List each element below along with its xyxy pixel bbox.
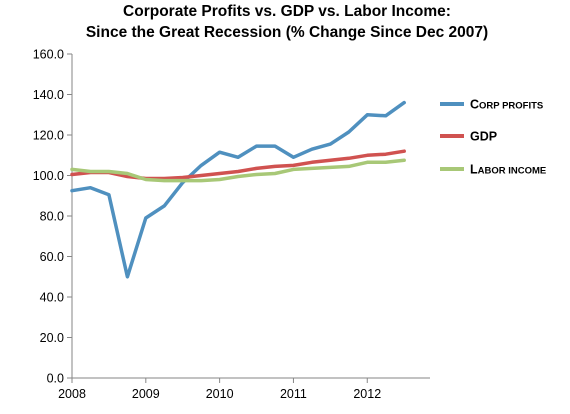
x-tick-label: 2010 xyxy=(206,387,234,401)
x-tick-label: 2012 xyxy=(353,387,381,401)
legend-label-rest: ABOR INCOME xyxy=(478,166,547,177)
series-line-0 xyxy=(70,100,406,279)
series-line-2 xyxy=(70,158,406,183)
axes xyxy=(71,54,430,379)
y-tick-label: 20.0 xyxy=(40,331,64,345)
y-tick-label: 60.0 xyxy=(40,250,64,264)
x-tick-label: 2009 xyxy=(132,387,160,401)
legend-label-lead: GDP xyxy=(470,130,497,144)
y-tick-label: 160.0 xyxy=(33,48,64,62)
x-ticks: 2008 2009 2010 2011 2012 xyxy=(58,378,381,401)
x-tick-label: 2008 xyxy=(58,387,86,401)
series-line-1 xyxy=(70,149,406,181)
legend: CORP PROFITS GDP LABOR INCOME xyxy=(440,98,546,177)
legend-label-rest: ORP PROFITS xyxy=(479,101,543,112)
y-ticks: 0.0 20.0 40.0 60.0 80.0 100.0 120.0 140.0 160.0 xyxy=(33,48,72,386)
y-tick-label: 120.0 xyxy=(33,129,64,143)
chart-title: Corporate Profits vs. GDP vs. Labor Inco… xyxy=(123,3,451,20)
legend-label-1: GDP xyxy=(470,130,497,144)
legend-label-lead: C xyxy=(470,98,479,112)
legend-label-2: LABOR INCOME xyxy=(470,163,546,177)
y-tick-label: 80.0 xyxy=(40,210,64,224)
series-lines xyxy=(70,100,406,279)
legend-label-lead: L xyxy=(470,163,478,177)
x-tick-label: 2011 xyxy=(280,387,307,401)
y-tick-label: 40.0 xyxy=(40,291,64,305)
chart-subtitle: Since the Great Recession (% Change Sinc… xyxy=(86,24,488,41)
legend-label-0: CORP PROFITS xyxy=(470,98,543,112)
y-tick-label: 100.0 xyxy=(33,169,64,183)
y-tick-label: 0.0 xyxy=(47,372,64,386)
y-tick-label: 140.0 xyxy=(33,88,64,102)
